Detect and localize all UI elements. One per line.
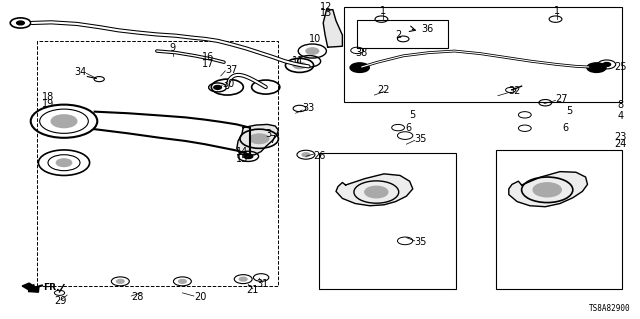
Text: 25: 25 — [614, 62, 627, 72]
Text: 21: 21 — [246, 285, 259, 295]
Text: 35: 35 — [415, 237, 427, 248]
Polygon shape — [509, 172, 588, 207]
Circle shape — [603, 63, 611, 66]
Text: 15: 15 — [236, 154, 248, 164]
Text: FR.: FR. — [44, 283, 60, 292]
Text: 33: 33 — [302, 103, 314, 114]
Text: 1: 1 — [380, 6, 386, 16]
Text: 3: 3 — [266, 129, 272, 139]
Circle shape — [17, 21, 24, 25]
Circle shape — [239, 277, 247, 281]
Text: 38: 38 — [355, 48, 367, 58]
Text: 9: 9 — [170, 43, 176, 54]
Text: 28: 28 — [131, 292, 143, 302]
Text: 30: 30 — [222, 79, 234, 89]
Text: 8: 8 — [618, 100, 624, 110]
Text: 11: 11 — [292, 56, 304, 66]
Text: 37: 37 — [225, 64, 237, 75]
Text: 1: 1 — [554, 6, 560, 16]
Text: 6: 6 — [405, 123, 412, 133]
Text: 27: 27 — [556, 94, 568, 104]
Text: TS8A82900: TS8A82900 — [589, 304, 630, 313]
Circle shape — [244, 154, 253, 159]
Polygon shape — [323, 10, 342, 47]
Text: 34: 34 — [74, 67, 86, 77]
Text: 14: 14 — [236, 147, 248, 158]
Bar — [319, 153, 456, 289]
Text: 4: 4 — [618, 111, 624, 122]
Text: 12: 12 — [320, 2, 333, 12]
Text: 36: 36 — [421, 24, 433, 34]
Circle shape — [179, 279, 186, 283]
Text: 29: 29 — [54, 296, 67, 307]
Text: 16: 16 — [202, 52, 214, 63]
Circle shape — [56, 159, 72, 167]
Circle shape — [350, 63, 369, 72]
Text: 5: 5 — [410, 110, 416, 120]
Text: 10: 10 — [309, 34, 321, 44]
Text: 22: 22 — [378, 85, 390, 95]
Circle shape — [302, 153, 310, 157]
Text: 26: 26 — [314, 151, 326, 161]
Text: 19: 19 — [42, 99, 54, 109]
Polygon shape — [237, 124, 278, 156]
Text: 20: 20 — [194, 292, 206, 302]
Circle shape — [365, 186, 388, 198]
Circle shape — [533, 183, 561, 197]
Bar — [37, 41, 278, 286]
Circle shape — [250, 134, 269, 144]
Circle shape — [214, 85, 221, 89]
Text: 2: 2 — [395, 30, 401, 40]
Circle shape — [293, 62, 306, 69]
Bar — [357, 20, 448, 48]
Text: 7: 7 — [269, 135, 275, 145]
Text: 35: 35 — [415, 134, 427, 144]
Circle shape — [116, 279, 124, 283]
Text: 6: 6 — [562, 123, 568, 133]
Text: 17: 17 — [202, 59, 214, 69]
Text: 18: 18 — [42, 92, 54, 102]
Bar — [344, 7, 622, 102]
Polygon shape — [336, 174, 413, 206]
Text: 13: 13 — [320, 8, 333, 19]
Text: 32: 32 — [509, 86, 521, 96]
FancyArrow shape — [22, 283, 39, 292]
Text: 5: 5 — [566, 106, 573, 116]
Text: 23: 23 — [614, 132, 627, 142]
Circle shape — [587, 63, 606, 72]
Bar — [496, 150, 622, 289]
Circle shape — [51, 115, 77, 128]
Text: 24: 24 — [614, 139, 627, 149]
Text: 31: 31 — [256, 279, 269, 289]
Circle shape — [306, 48, 319, 54]
